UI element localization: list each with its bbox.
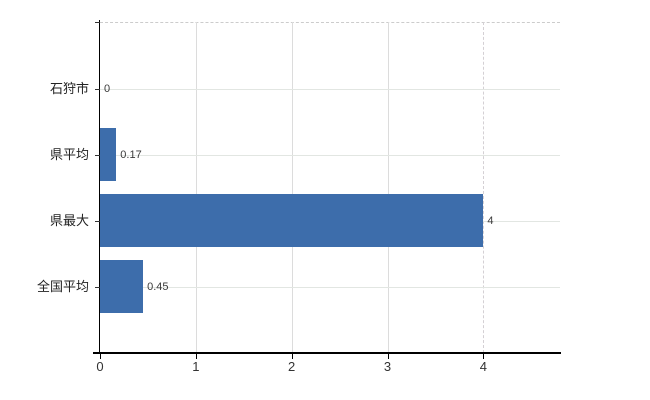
bar-value-label-0: 0 — [104, 82, 111, 95]
bar-2 — [100, 194, 484, 247]
x-axis-tick-0 — [100, 354, 101, 359]
x-axis-tick-2 — [291, 354, 293, 359]
x-tick-label-1: 1 — [192, 359, 200, 374]
y-axis-top-tick — [95, 22, 100, 23]
horizontal-gridline-3 — [100, 286, 560, 288]
y-axis-tick-3 — [95, 286, 100, 288]
bar-value-label-1: 0.17 — [120, 148, 142, 161]
x-tick-label-4: 4 — [479, 359, 487, 374]
x-tick-label-0: 0 — [96, 359, 104, 374]
plot-top-border — [100, 22, 560, 23]
x-axis-tick-1 — [195, 354, 197, 359]
vertical-gridline-1 — [195, 22, 197, 353]
category-label-3: 全国平均 — [36, 278, 89, 294]
y-axis-tick-2 — [95, 220, 100, 222]
plot-area: 0 0.17 4 0.45 — [100, 22, 560, 353]
x-axis-line — [93, 352, 561, 354]
bar-1 — [100, 128, 117, 181]
bar-value-label-2: 4 — [487, 214, 494, 227]
x-axis-tick-3 — [387, 354, 389, 359]
bar-3 — [100, 260, 144, 313]
category-label-2: 県最大 — [49, 212, 89, 228]
x-axis-tick-4 — [483, 354, 485, 359]
y-axis-tick-0 — [95, 88, 100, 90]
vertical-gridline-2 — [291, 22, 293, 353]
y-axis-line — [99, 20, 100, 353]
horizontal-gridline-1 — [100, 154, 560, 156]
bar-value-label-3: 0.45 — [147, 280, 169, 293]
x-tick-label-2: 2 — [288, 359, 296, 374]
x-tick-label-3: 3 — [383, 359, 392, 374]
vertical-gridline-4 — [483, 22, 485, 353]
category-label-0: 石狩市 — [49, 80, 89, 96]
horizontal-gridline-0 — [100, 88, 560, 90]
category-label-1: 県平均 — [49, 146, 89, 162]
y-axis-tick-1 — [95, 154, 100, 156]
vertical-gridline-3 — [387, 22, 389, 353]
